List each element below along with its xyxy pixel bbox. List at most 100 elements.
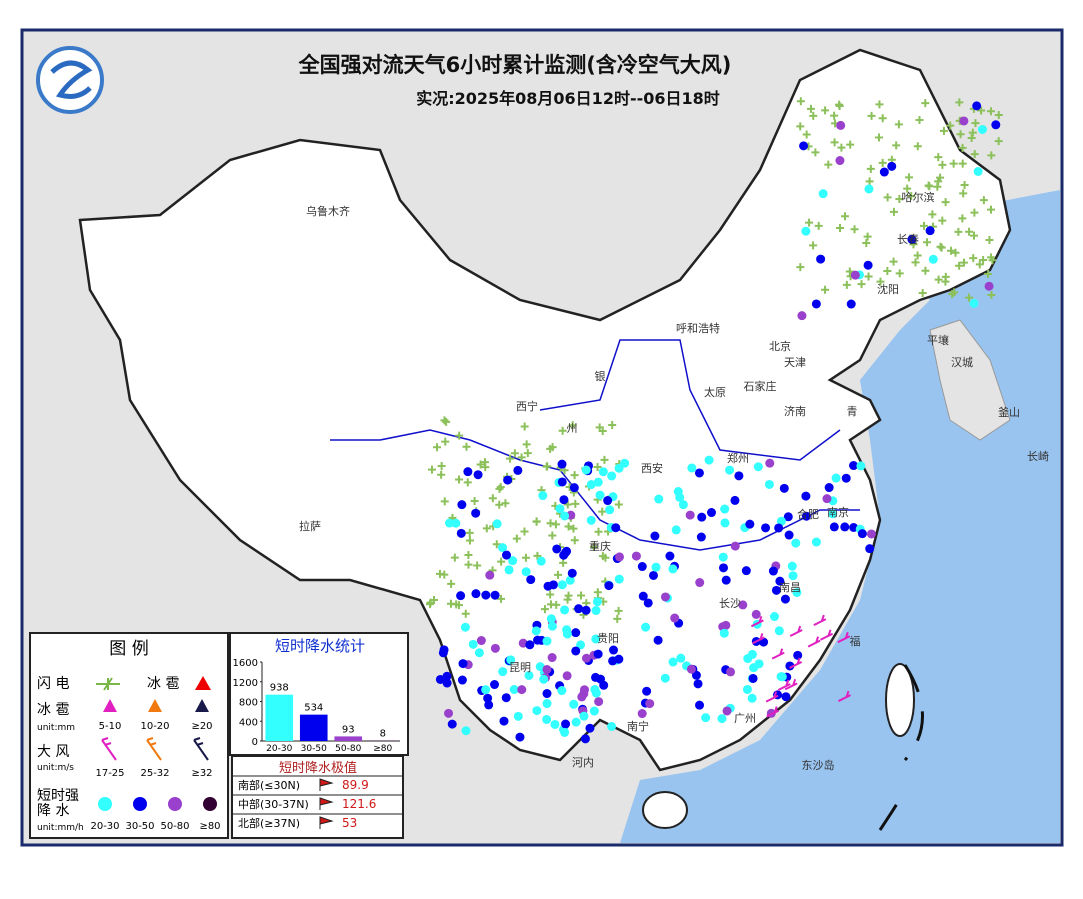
city-label: 东沙岛 — [802, 758, 835, 772]
rain-dot — [436, 675, 445, 684]
rain-dot — [650, 531, 659, 540]
value-label: 938 — [270, 683, 289, 694]
rain-dot — [605, 505, 614, 514]
rain-dot — [491, 591, 500, 600]
rain-dot — [594, 650, 603, 659]
rain-dot — [557, 686, 566, 695]
rain-dot — [614, 655, 623, 664]
rain-dot — [864, 184, 873, 193]
city-label: 呼和浩特 — [676, 321, 720, 335]
legend-label: 降 水 — [37, 803, 69, 819]
rain-dot — [490, 680, 499, 689]
rain-dot — [456, 591, 465, 600]
y-tick-label: 1600 — [233, 658, 258, 669]
rain-dot — [661, 592, 670, 601]
rain-dot — [825, 483, 834, 492]
rain-dot — [887, 162, 896, 171]
extremes-title: 短时降水极值 — [279, 760, 357, 776]
rain-dot — [538, 491, 547, 500]
legend-unit: unit:mm/h — [37, 823, 84, 833]
rain-dot — [493, 519, 502, 528]
rain-dot — [791, 539, 800, 548]
legend-title: 图 例 — [109, 639, 148, 659]
rain-dot — [749, 674, 758, 683]
city-label: 南宁 — [627, 719, 649, 733]
rain-dot — [836, 121, 845, 130]
rain-dot — [571, 646, 580, 655]
rain-dot — [721, 621, 730, 630]
legend-unit: unit:m/s — [37, 763, 74, 773]
y-tick-label: 800 — [239, 698, 258, 709]
rain-dot — [594, 697, 603, 706]
rain-dot — [816, 255, 825, 264]
rain-dot — [563, 671, 572, 680]
rain-dot — [550, 720, 559, 729]
city-label: 广州 — [734, 712, 756, 725]
city-label: 河内 — [572, 755, 594, 769]
rain-dot — [812, 538, 821, 547]
rain-dot — [687, 463, 696, 472]
legend-level: ≥32 — [191, 768, 212, 779]
rain-dot — [801, 492, 810, 501]
legend-label: 短时强 — [37, 788, 79, 804]
rain-dot — [731, 542, 740, 551]
rain-dot — [615, 575, 624, 584]
city-label: 南昌 — [779, 581, 801, 594]
legend-label: 冰 雹 — [147, 676, 179, 692]
city-label: 郑州 — [727, 451, 749, 465]
rain-dot — [742, 566, 751, 575]
legend-label: 大 风 — [37, 744, 69, 760]
rain-dot — [525, 640, 534, 649]
rain-dot — [515, 733, 524, 742]
rain-dot — [558, 477, 567, 486]
rain-dot — [880, 168, 889, 177]
rain-dot — [611, 523, 620, 532]
rain-dot — [594, 478, 603, 487]
rain-dot — [719, 553, 728, 562]
rain-dot — [726, 667, 735, 676]
rain-dot — [558, 460, 567, 469]
rain-dot — [847, 300, 856, 309]
rain-dot — [451, 519, 460, 528]
rain-dot — [649, 571, 658, 580]
rain-dot — [793, 651, 802, 660]
rain-dot — [526, 575, 535, 584]
legend-level: 30-50 — [125, 821, 154, 832]
city-label: 太原 — [704, 386, 726, 399]
rain-dot — [571, 628, 580, 637]
rain-dot — [761, 523, 770, 532]
rain-dot — [474, 470, 483, 479]
rain-dot — [822, 494, 831, 503]
rain-dot — [799, 141, 808, 150]
rain-dot — [574, 604, 583, 613]
chart-title: 短时降水统计 — [275, 637, 365, 655]
rain-dot — [695, 701, 704, 710]
rain-dot — [471, 589, 480, 598]
legend-level: ≥20 — [191, 721, 212, 732]
rain-dot — [579, 712, 588, 721]
rain-dot — [522, 567, 531, 576]
city-label: 长崎 — [1027, 449, 1049, 463]
rain-dot — [985, 282, 994, 291]
rain-dot — [645, 699, 654, 708]
rain-dot — [559, 551, 568, 560]
title: 全国强对流天气6小时累计监测(含冷空气大风) — [298, 53, 732, 77]
rain-dot — [842, 474, 851, 483]
rain-dot — [609, 646, 618, 655]
rain-dot — [743, 685, 752, 694]
bar — [334, 736, 362, 741]
rain-dot — [801, 227, 810, 236]
rain-dot — [749, 663, 758, 672]
city-label: 重庆 — [589, 539, 611, 553]
rain-dot — [552, 544, 561, 553]
rain-dot — [502, 693, 511, 702]
rain-dot — [819, 189, 828, 198]
rain-dot — [537, 557, 546, 566]
rain-dot — [754, 462, 763, 471]
rain-dot — [577, 692, 586, 701]
city-label: 釜山 — [998, 405, 1020, 419]
rain-dot — [517, 685, 526, 694]
rain-dot — [582, 606, 591, 615]
